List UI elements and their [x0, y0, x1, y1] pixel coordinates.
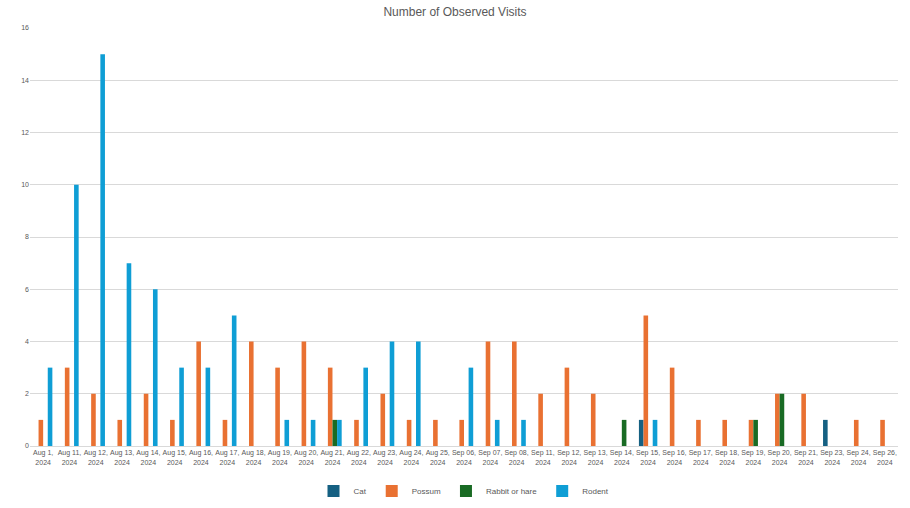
svg-text:Aug 1,2024: Aug 1,2024 — [33, 449, 53, 465]
svg-text:Sep 11,2024: Sep 11,2024 — [531, 449, 555, 465]
svg-text:Sep 08,2024: Sep 08,2024 — [505, 449, 529, 465]
svg-text:Sep 13,2024: Sep 13,2024 — [583, 449, 607, 465]
svg-text:10: 10 — [21, 181, 29, 188]
svg-text:Sep 16,2024: Sep 16,2024 — [662, 449, 686, 465]
svg-text:Rodent: Rodent — [582, 487, 609, 496]
svg-text:Aug 20,2024: Aug 20,2024 — [294, 449, 318, 465]
svg-text:4: 4 — [25, 338, 29, 345]
svg-text:Aug 19,2024: Aug 19,2024 — [268, 449, 292, 465]
svg-text:Sep 15,2024: Sep 15,2024 — [636, 449, 660, 465]
svg-text:Sep 19,2024: Sep 19,2024 — [741, 449, 765, 465]
svg-text:12: 12 — [21, 129, 29, 136]
svg-text:Aug 16,2024: Aug 16,2024 — [189, 449, 213, 465]
svg-text:6: 6 — [25, 286, 29, 293]
svg-text:Possum: Possum — [412, 487, 441, 496]
svg-text:Aug 25,2024: Aug 25,2024 — [426, 449, 450, 465]
svg-text:Sep 26,2024: Sep 26,2024 — [873, 449, 897, 465]
svg-text:Sep 18,2024: Sep 18,2024 — [715, 449, 739, 465]
svg-text:Sep 21,2024: Sep 21,2024 — [794, 449, 818, 465]
svg-text:Sep 23,2024: Sep 23,2024 — [820, 449, 844, 465]
svg-text:Sep 20,2024: Sep 20,2024 — [768, 449, 792, 465]
svg-text:Aug 17,2024: Aug 17,2024 — [215, 449, 239, 465]
svg-text:Sep 06,2024: Sep 06,2024 — [452, 449, 476, 465]
svg-text:Aug 15,2024: Aug 15,2024 — [163, 449, 187, 465]
svg-text:Aug 18,2024: Aug 18,2024 — [242, 449, 266, 465]
svg-text:8: 8 — [25, 233, 29, 240]
svg-text:Aug 21,2024: Aug 21,2024 — [320, 449, 344, 465]
svg-text:Sep 24,2024: Sep 24,2024 — [846, 449, 870, 465]
svg-text:14: 14 — [21, 77, 29, 84]
svg-text:Aug 11,2024: Aug 11,2024 — [58, 449, 82, 465]
svg-text:Rabbit or hare: Rabbit or hare — [486, 487, 537, 496]
svg-text:Number of Observed Visits: Number of Observed Visits — [383, 5, 526, 19]
svg-text:Aug 23,2024: Aug 23,2024 — [373, 449, 397, 465]
svg-text:Aug 24,2024: Aug 24,2024 — [399, 449, 423, 465]
svg-text:0: 0 — [25, 442, 29, 449]
svg-text:Sep 14,2024: Sep 14,2024 — [610, 449, 634, 465]
svg-text:Sep 12,2024: Sep 12,2024 — [557, 449, 581, 465]
svg-text:Aug 13,2024: Aug 13,2024 — [110, 449, 134, 465]
svg-text:Sep 07,2024: Sep 07,2024 — [478, 449, 502, 465]
svg-text:Aug 22,2024: Aug 22,2024 — [347, 449, 371, 465]
svg-text:16: 16 — [21, 24, 29, 31]
svg-text:Cat: Cat — [354, 487, 367, 496]
svg-text:2: 2 — [25, 390, 29, 397]
svg-text:Aug 14,2024: Aug 14,2024 — [136, 449, 160, 465]
svg-text:Aug 12,2024: Aug 12,2024 — [84, 449, 108, 465]
svg-text:Sep 17,2024: Sep 17,2024 — [689, 449, 713, 465]
